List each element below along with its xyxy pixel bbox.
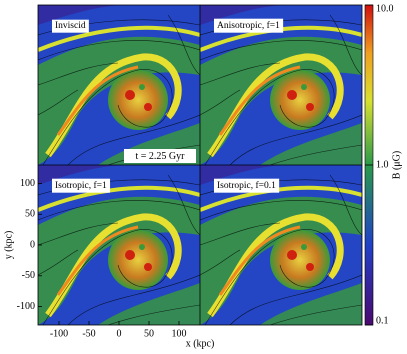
annotation: t = 2.25 Gyr bbox=[136, 151, 186, 162]
panel-label: Anisotropic, f=1 bbox=[217, 20, 280, 31]
panel-label-box bbox=[214, 18, 284, 33]
y-tick-label: 100 bbox=[20, 178, 35, 189]
colorbar-tick-label: 0.1 bbox=[376, 315, 389, 326]
x-tick-label: 100 bbox=[172, 328, 187, 339]
colorbar-label: B (μG) bbox=[391, 151, 402, 179]
panel-label-box bbox=[52, 178, 111, 193]
colorbar-tick-label: 1.0 bbox=[376, 159, 389, 170]
x-tick-label: 50 bbox=[144, 328, 154, 339]
x-tick-label: -100 bbox=[50, 328, 68, 339]
panel-label: Isotropic, f=1 bbox=[55, 180, 107, 191]
panel-label: Isotropic, f=0.1 bbox=[217, 180, 276, 191]
x-tick-label: 0 bbox=[117, 328, 122, 339]
panel-label: Inviscid bbox=[55, 21, 86, 31]
y-tick-label: 50 bbox=[25, 209, 35, 220]
panel-label-box bbox=[52, 19, 89, 33]
y-tick-label: -50 bbox=[22, 270, 35, 281]
annotation-box bbox=[124, 149, 196, 163]
panel-label-box bbox=[214, 178, 280, 193]
colorbar-tick-label: 10.0 bbox=[376, 3, 394, 14]
y-axis-label: y (kpc) bbox=[3, 231, 14, 260]
y-tick-label: -100 bbox=[17, 301, 35, 312]
panels bbox=[38, 5, 362, 325]
x-axis-label: x (kpc) bbox=[186, 338, 215, 349]
y-tick-label: 0 bbox=[30, 239, 35, 250]
x-tick-label: -50 bbox=[82, 328, 95, 339]
